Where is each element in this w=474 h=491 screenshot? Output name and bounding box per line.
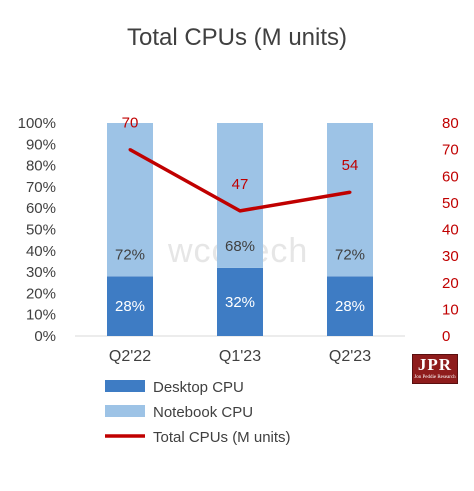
label-notebook: 72% — [115, 246, 145, 263]
y-right-tick-label: 70 — [442, 142, 459, 159]
y-right-tick-label: 20 — [442, 275, 459, 292]
total-line-label: 70 — [122, 115, 139, 132]
y-right-tick-label: 30 — [442, 248, 459, 265]
legend: Desktop CPU Notebook CPU Total CPUs (M uni… — [105, 379, 291, 446]
legend-swatch — [105, 380, 145, 392]
legend-label: Desktop CPU — [153, 379, 244, 396]
y-right-tick-label: 60 — [442, 168, 459, 185]
bar-desktop — [327, 276, 373, 336]
y-left-tick-label: 20% — [26, 285, 56, 302]
label-desktop: 28% — [115, 298, 145, 315]
y-left-tick-label: 70% — [26, 179, 56, 196]
y-left-tick-label: 50% — [26, 222, 56, 239]
logo-sub-text: Jon Peddie Research — [414, 375, 456, 380]
x-tick-label: Q2'22 — [109, 348, 151, 365]
x-tick-label: Q2'23 — [329, 348, 371, 365]
label-desktop: 32% — [225, 294, 255, 311]
bar-desktop — [217, 267, 263, 336]
bar-notebook — [327, 123, 373, 277]
bar-notebook — [217, 123, 263, 268]
total-line-point — [238, 209, 242, 213]
label-notebook: 68% — [225, 238, 255, 255]
y-right-tick-label: 50 — [442, 195, 459, 212]
chart-title: Total CPUs (M units) — [127, 24, 347, 51]
total-line-label: 54 — [342, 157, 359, 174]
jpr-logo: JPR Jon Peddie Research — [412, 354, 458, 384]
data-labels: 28% 72% 32% 68% 28% 72% 70 47 54 — [115, 115, 365, 316]
total-line-point — [348, 190, 352, 194]
legend-swatch — [105, 405, 145, 417]
total-line-label: 47 — [232, 176, 249, 193]
total-line — [128, 148, 352, 213]
y-left-tick-label: 30% — [26, 264, 56, 281]
y-left-tick-label: 100% — [18, 115, 56, 132]
axes: 0% 10% 20% 30% 40% 50% 60% 70% 80% 90% 100% 0 10 20 30… — [18, 115, 459, 365]
y-right-tick-label: 0 — [442, 328, 450, 345]
y-left-tick-label: 80% — [26, 158, 56, 175]
legend-label: Notebook CPU — [153, 404, 253, 421]
legend-label: Total CPUs (M units) — [153, 429, 291, 446]
y-left-tick-label: 90% — [26, 136, 56, 153]
y-left-tick-label: 0% — [34, 328, 56, 345]
y-left-tick-label: 10% — [26, 307, 56, 324]
logo-main-text: JPR — [417, 355, 453, 374]
y-right-tick-label: 80 — [442, 115, 459, 132]
y-left-tick-label: 60% — [26, 200, 56, 217]
label-desktop: 28% — [335, 298, 365, 315]
bar-desktop — [107, 276, 153, 336]
y-right-tick-label: 10 — [442, 301, 459, 318]
label-notebook: 72% — [335, 246, 365, 263]
y-left-tick-label: 40% — [26, 243, 56, 260]
y-right-tick-label: 40 — [442, 222, 459, 239]
total-line-point — [128, 148, 132, 152]
x-tick-label: Q1'23 — [219, 348, 261, 365]
